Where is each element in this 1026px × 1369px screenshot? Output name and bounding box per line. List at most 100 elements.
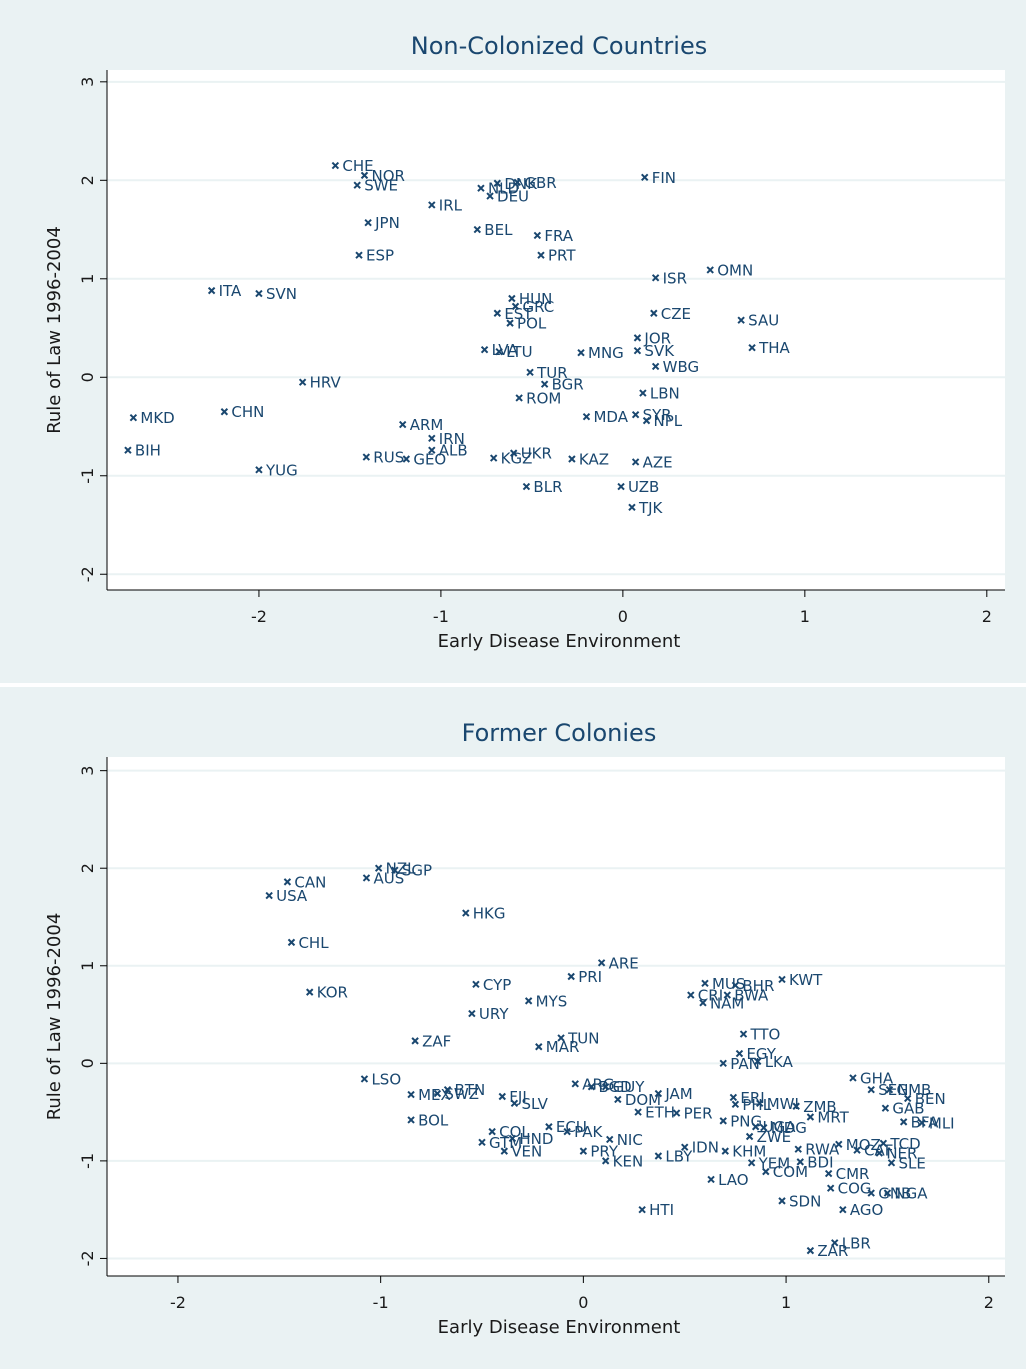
point-label: BTN [455, 1081, 486, 1099]
point-marker [402, 455, 411, 463]
point-marker [634, 1108, 642, 1116]
point-marker [287, 938, 296, 947]
point-marker [124, 446, 132, 454]
point-marker [468, 1009, 476, 1018]
point-marker [735, 1049, 744, 1058]
point-marker [642, 416, 651, 425]
point-marker [486, 192, 494, 200]
point-marker [509, 449, 518, 457]
point-marker [824, 1169, 833, 1178]
point-label: NIC [617, 1131, 643, 1149]
point-label: NGA [894, 1185, 928, 1203]
plot-area [107, 757, 1005, 1276]
point-marker [849, 1074, 857, 1082]
point-marker [601, 1083, 610, 1091]
point-label: GBR [524, 174, 556, 192]
x-tick-label: 0 [618, 607, 628, 626]
point-label: AUS [373, 869, 404, 887]
point-label: HND [519, 1130, 553, 1148]
point-label: RWA [805, 1141, 840, 1159]
point-label: USA [276, 887, 308, 905]
point-label: ETH [645, 1104, 675, 1122]
point-marker [428, 434, 436, 443]
point-marker [129, 413, 138, 422]
point-marker [729, 1093, 738, 1102]
point-label: NER [886, 1145, 917, 1163]
point-label: JPN [374, 214, 400, 232]
point-label: KEN [613, 1152, 644, 1170]
point-marker [633, 346, 642, 355]
point-marker [737, 316, 745, 324]
point-label: MWI [767, 1095, 799, 1113]
x-tick-label: -2 [251, 607, 267, 626]
point-label: GAB [892, 1100, 924, 1118]
point-label: LBR [842, 1234, 871, 1252]
point-label: JAM [664, 1085, 692, 1103]
point-marker [731, 981, 740, 989]
point-label: MDG [771, 1119, 807, 1137]
point-marker [707, 1175, 715, 1184]
x-tick-label: -1 [433, 607, 449, 626]
point-marker [654, 1089, 663, 1098]
point-label: AZE [643, 453, 673, 471]
point-label: PAN [730, 1055, 760, 1073]
point-label: COM [773, 1163, 808, 1181]
point-marker [265, 891, 273, 900]
point-label: LVA [492, 341, 519, 359]
point-label: CHE [342, 157, 373, 175]
point-label: DNK [504, 175, 538, 193]
point-marker [745, 1132, 754, 1141]
point-marker [739, 1030, 748, 1038]
point-label: CHN [231, 403, 264, 421]
point-label: PRT [548, 247, 576, 265]
y-tick-label: 3 [78, 77, 97, 87]
point-marker [650, 309, 658, 317]
point-marker [533, 231, 542, 240]
y-tick-label: 1 [78, 961, 97, 971]
point-marker [443, 1085, 452, 1094]
point-label: SVN [266, 285, 297, 303]
point-marker [747, 1159, 756, 1167]
point-marker [537, 251, 545, 259]
point-marker [654, 1152, 663, 1160]
point-marker [756, 1099, 764, 1108]
point-marker [617, 482, 625, 491]
point-marker [778, 1197, 786, 1205]
y-tick-label: 0 [78, 372, 97, 382]
point-label: SDN [789, 1192, 821, 1210]
point-label: LAO [718, 1171, 749, 1189]
point-label: GEO [413, 451, 446, 469]
point-label: COL [499, 1123, 530, 1141]
point-marker [362, 453, 371, 461]
point-marker [355, 251, 363, 259]
point-label: UKR [521, 445, 552, 463]
point-label: TJK [638, 499, 664, 517]
x-axis-title: Early Disease Environment [438, 1317, 681, 1338]
point-marker [903, 1094, 912, 1103]
y-tick-label: 2 [78, 175, 97, 185]
point-marker [839, 1205, 847, 1214]
point-marker [510, 1099, 519, 1108]
point-marker [867, 1189, 875, 1197]
point-marker [220, 408, 229, 416]
point-marker [701, 979, 709, 988]
point-marker [563, 1127, 571, 1136]
point-label: LBY [665, 1148, 693, 1166]
point-marker [628, 503, 636, 511]
point-marker [751, 1123, 760, 1131]
point-marker [651, 274, 660, 282]
point-label: MEX [418, 1086, 451, 1104]
point-label: SEN [878, 1081, 908, 1099]
point-label: FRA [544, 227, 573, 245]
point-marker [831, 1239, 839, 1247]
point-marker [298, 378, 307, 386]
point-marker [885, 1085, 894, 1094]
point-marker [719, 1117, 727, 1125]
point-label: BLR [533, 478, 562, 496]
point-marker [428, 446, 436, 454]
point-label: ITA [219, 282, 242, 300]
point-marker [362, 874, 371, 882]
point-label: TTO [750, 1026, 781, 1044]
point-marker [631, 410, 640, 419]
